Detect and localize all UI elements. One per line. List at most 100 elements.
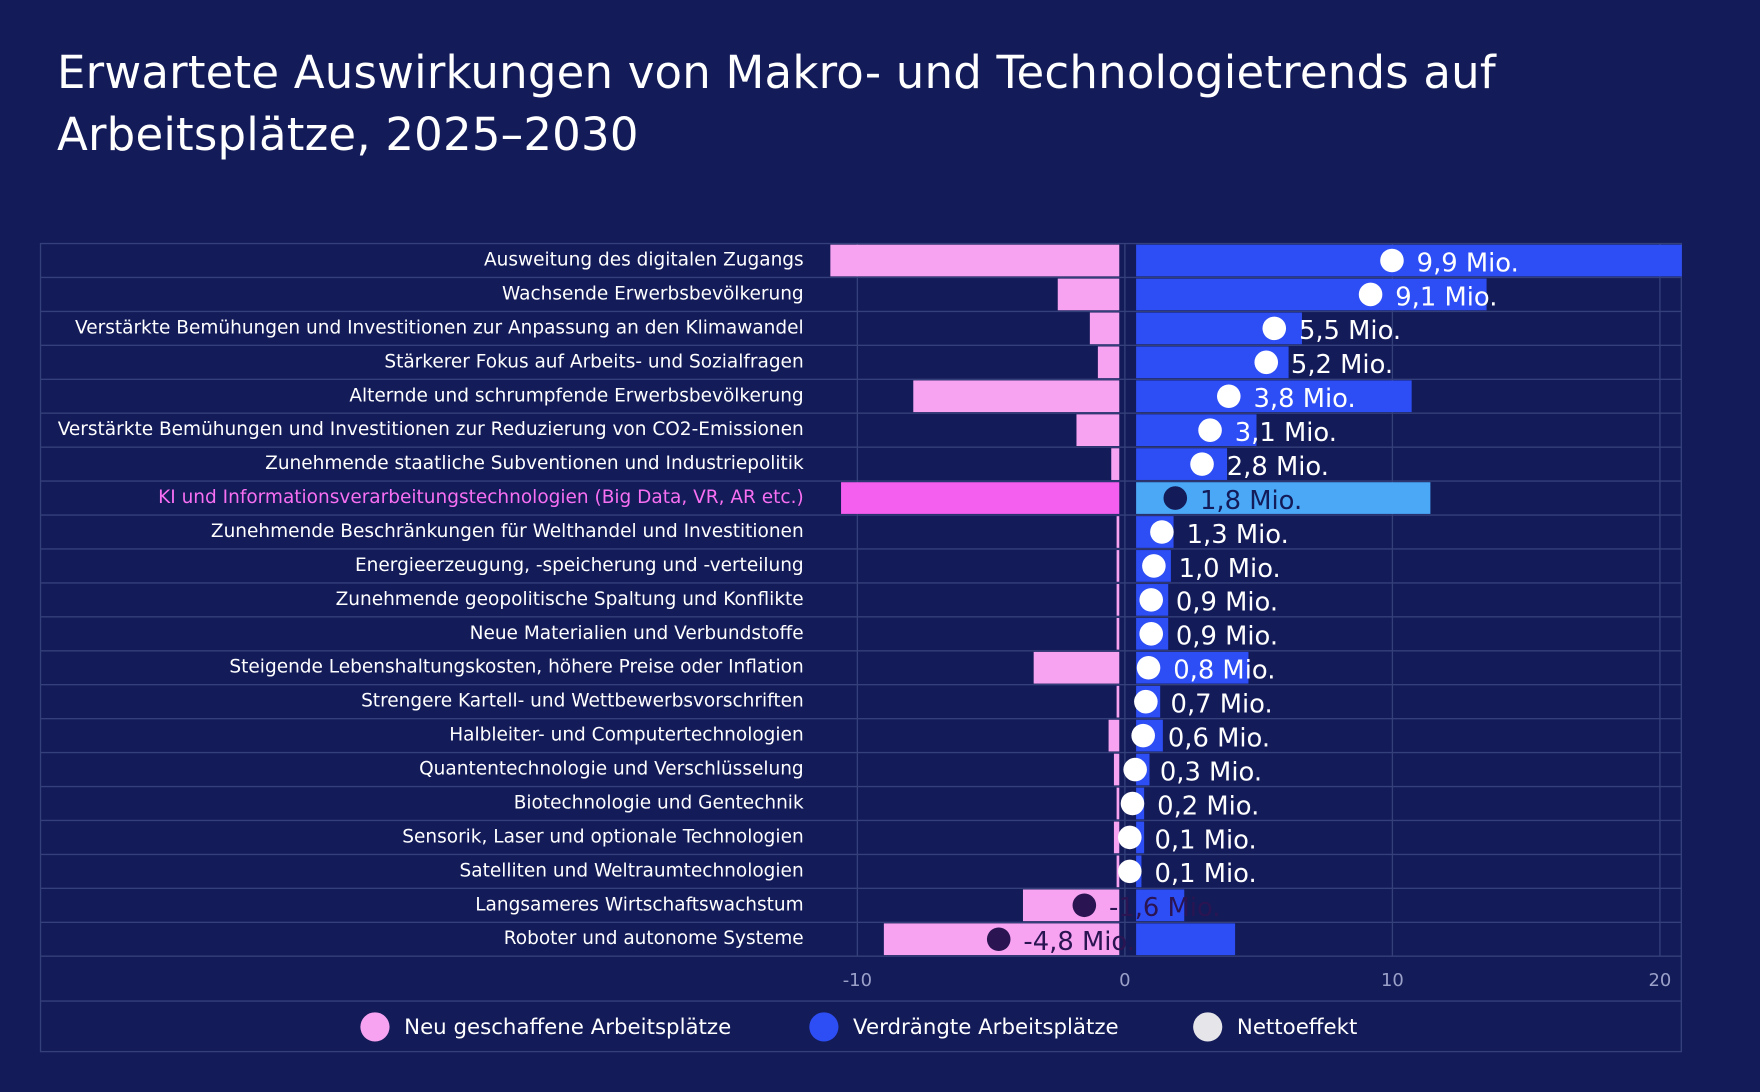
- bar-new: [1089, 312, 1120, 345]
- bar-displaced: [1136, 244, 1682, 277]
- net-dot: [986, 927, 1011, 952]
- legend-marker: [360, 1012, 390, 1042]
- bar-new: [841, 482, 1120, 514]
- category-label: Neue Materialien und Verbundstoffe: [470, 623, 804, 644]
- bar-new: [1116, 584, 1120, 616]
- category-label: Stärkerer Fokus auf Arbeits- und Sozialf…: [384, 351, 803, 372]
- net-label: 0,1 Mio.: [1154, 825, 1256, 855]
- net-dot: [1142, 554, 1166, 578]
- category-label: Wachsende Erwerbsbevölkerung: [502, 283, 804, 304]
- category-label: Sensorik, Laser und optionale Technologi…: [402, 826, 803, 847]
- net-label: 5,2 Mio.: [1291, 350, 1393, 380]
- category-label: Satelliten und Weltraumtechnologien: [460, 860, 804, 881]
- net-dot: [1163, 486, 1188, 510]
- category-label: Quantentechnologie und Verschlüsselung: [419, 759, 804, 780]
- x-tick-label: -10: [843, 970, 872, 991]
- net-label: 0,7 Mio.: [1171, 690, 1273, 720]
- net-label: 0,1 Mio.: [1154, 859, 1256, 889]
- bar-new: [1111, 448, 1120, 480]
- bar-new: [1033, 651, 1120, 684]
- legend-label: Neu geschaffene Arbeitsplätze: [404, 1015, 731, 1040]
- category-label: KI und Informationsverarbeitungstechnolo…: [158, 487, 804, 508]
- net-label: -4,8 Mio.: [1023, 927, 1134, 957]
- frame: [39, 242, 1682, 1053]
- net-label: 1,8 Mio.: [1200, 486, 1302, 516]
- net-dot: [1190, 452, 1214, 476]
- legend-label: Verdrängte Arbeitsplätze: [853, 1015, 1119, 1040]
- category-label: Verstärkte Bemühungen und Investitionen …: [58, 419, 804, 440]
- category-label: Ausweitung des digitalen Zugangs: [484, 250, 804, 271]
- bar-displaced: [1136, 889, 1185, 922]
- bar-new: [1116, 516, 1120, 548]
- x-tick-label: 10: [1381, 970, 1404, 991]
- net-label: 1,3 Mio.: [1187, 520, 1289, 550]
- category-label: Halbleiter- und Computertechnologien: [449, 725, 803, 746]
- x-tick-label: 20: [1649, 970, 1672, 991]
- net-label: 0,3 Mio.: [1160, 757, 1262, 787]
- bar-new: [1097, 346, 1120, 379]
- category-label: Steigende Lebenshaltungskosten, höhere P…: [229, 657, 803, 678]
- net-label: 0,2 Mio.: [1157, 791, 1259, 821]
- bar-new: [1116, 617, 1120, 650]
- bar-new: [1113, 753, 1120, 786]
- bar-new: [1022, 889, 1120, 922]
- chart-title: Erwartete Auswirkungen von Makro- und Te…: [57, 46, 1496, 161]
- net-label: 9,9 Mio.: [1417, 248, 1519, 278]
- net-label: 3,8 Mio.: [1253, 384, 1355, 414]
- category-label: Zunehmende Beschränkungen für Welthandel…: [211, 521, 804, 542]
- net-dot: [1139, 588, 1163, 612]
- bar-displaced: [1136, 923, 1236, 956]
- bar-new: [1108, 719, 1120, 752]
- net-label: 1,0 Mio.: [1179, 554, 1281, 584]
- net-label: 0,9 Mio.: [1176, 622, 1278, 652]
- net-dot: [1118, 859, 1142, 884]
- bar-new: [1057, 278, 1120, 311]
- category-label: Zunehmende staatliche Subventionen und I…: [265, 453, 804, 474]
- net-dot: [1380, 248, 1404, 273]
- net-label: 3,1 Mio.: [1235, 418, 1337, 448]
- bar-new: [1116, 550, 1120, 582]
- bar-displaced: [1136, 278, 1487, 311]
- net-label: 0,9 Mio.: [1176, 588, 1278, 618]
- category-label: Alternde und schrumpfende Erwerbsbevölke…: [349, 385, 803, 406]
- net-dot: [1254, 350, 1279, 375]
- category-label: Roboter und autonome Systeme: [504, 928, 804, 949]
- category-label: Zunehmende geopolitische Spaltung und Ko…: [336, 589, 804, 610]
- bar-new: [1116, 855, 1120, 888]
- net-label: -1,6 Mio.: [1109, 893, 1221, 923]
- net-dot: [1217, 384, 1241, 409]
- bar-displaced: [1136, 380, 1412, 413]
- category-label: Biotechnologie und Gentechnik: [514, 792, 804, 813]
- bar-new: [1116, 685, 1120, 718]
- net-dot: [1150, 520, 1174, 544]
- net-dot: [1198, 418, 1222, 442]
- category-label: Verstärkte Bemühungen und Investitionen …: [75, 317, 804, 338]
- bar-new: [1113, 821, 1120, 854]
- category-label: Energieerzeugung, -speicherung und -vert…: [355, 555, 804, 576]
- bar-new: [1076, 414, 1120, 447]
- bar-displaced: [1136, 414, 1257, 447]
- net-label: 9,1 Mio.: [1395, 282, 1497, 312]
- net-dot: [1262, 316, 1287, 341]
- net-dot: [1120, 791, 1145, 816]
- net-label: 2,8 Mio.: [1227, 452, 1329, 482]
- net-dot: [1139, 622, 1163, 646]
- net-label: 0,8 Mio.: [1173, 656, 1275, 686]
- net-dot: [1118, 825, 1142, 850]
- legend-marker: [1193, 1012, 1223, 1042]
- bar-new: [1116, 787, 1120, 820]
- x-tick-label: 0: [1119, 970, 1130, 991]
- net-label: 5,5 Mio.: [1299, 316, 1401, 346]
- net-dot: [1072, 893, 1097, 918]
- net-dot: [1131, 723, 1155, 748]
- net-label: 0,6 Mio.: [1168, 723, 1270, 753]
- category-label: Strengere Kartell- und Wettbewerbsvorsch…: [361, 691, 804, 712]
- category-label: Langsameres Wirtschaftswachstum: [475, 894, 803, 915]
- bar-new: [913, 380, 1120, 413]
- legend-label: Nettoeffekt: [1237, 1015, 1357, 1040]
- bar-new: [830, 244, 1120, 277]
- net-dot: [1358, 282, 1383, 307]
- net-dot: [1123, 757, 1147, 782]
